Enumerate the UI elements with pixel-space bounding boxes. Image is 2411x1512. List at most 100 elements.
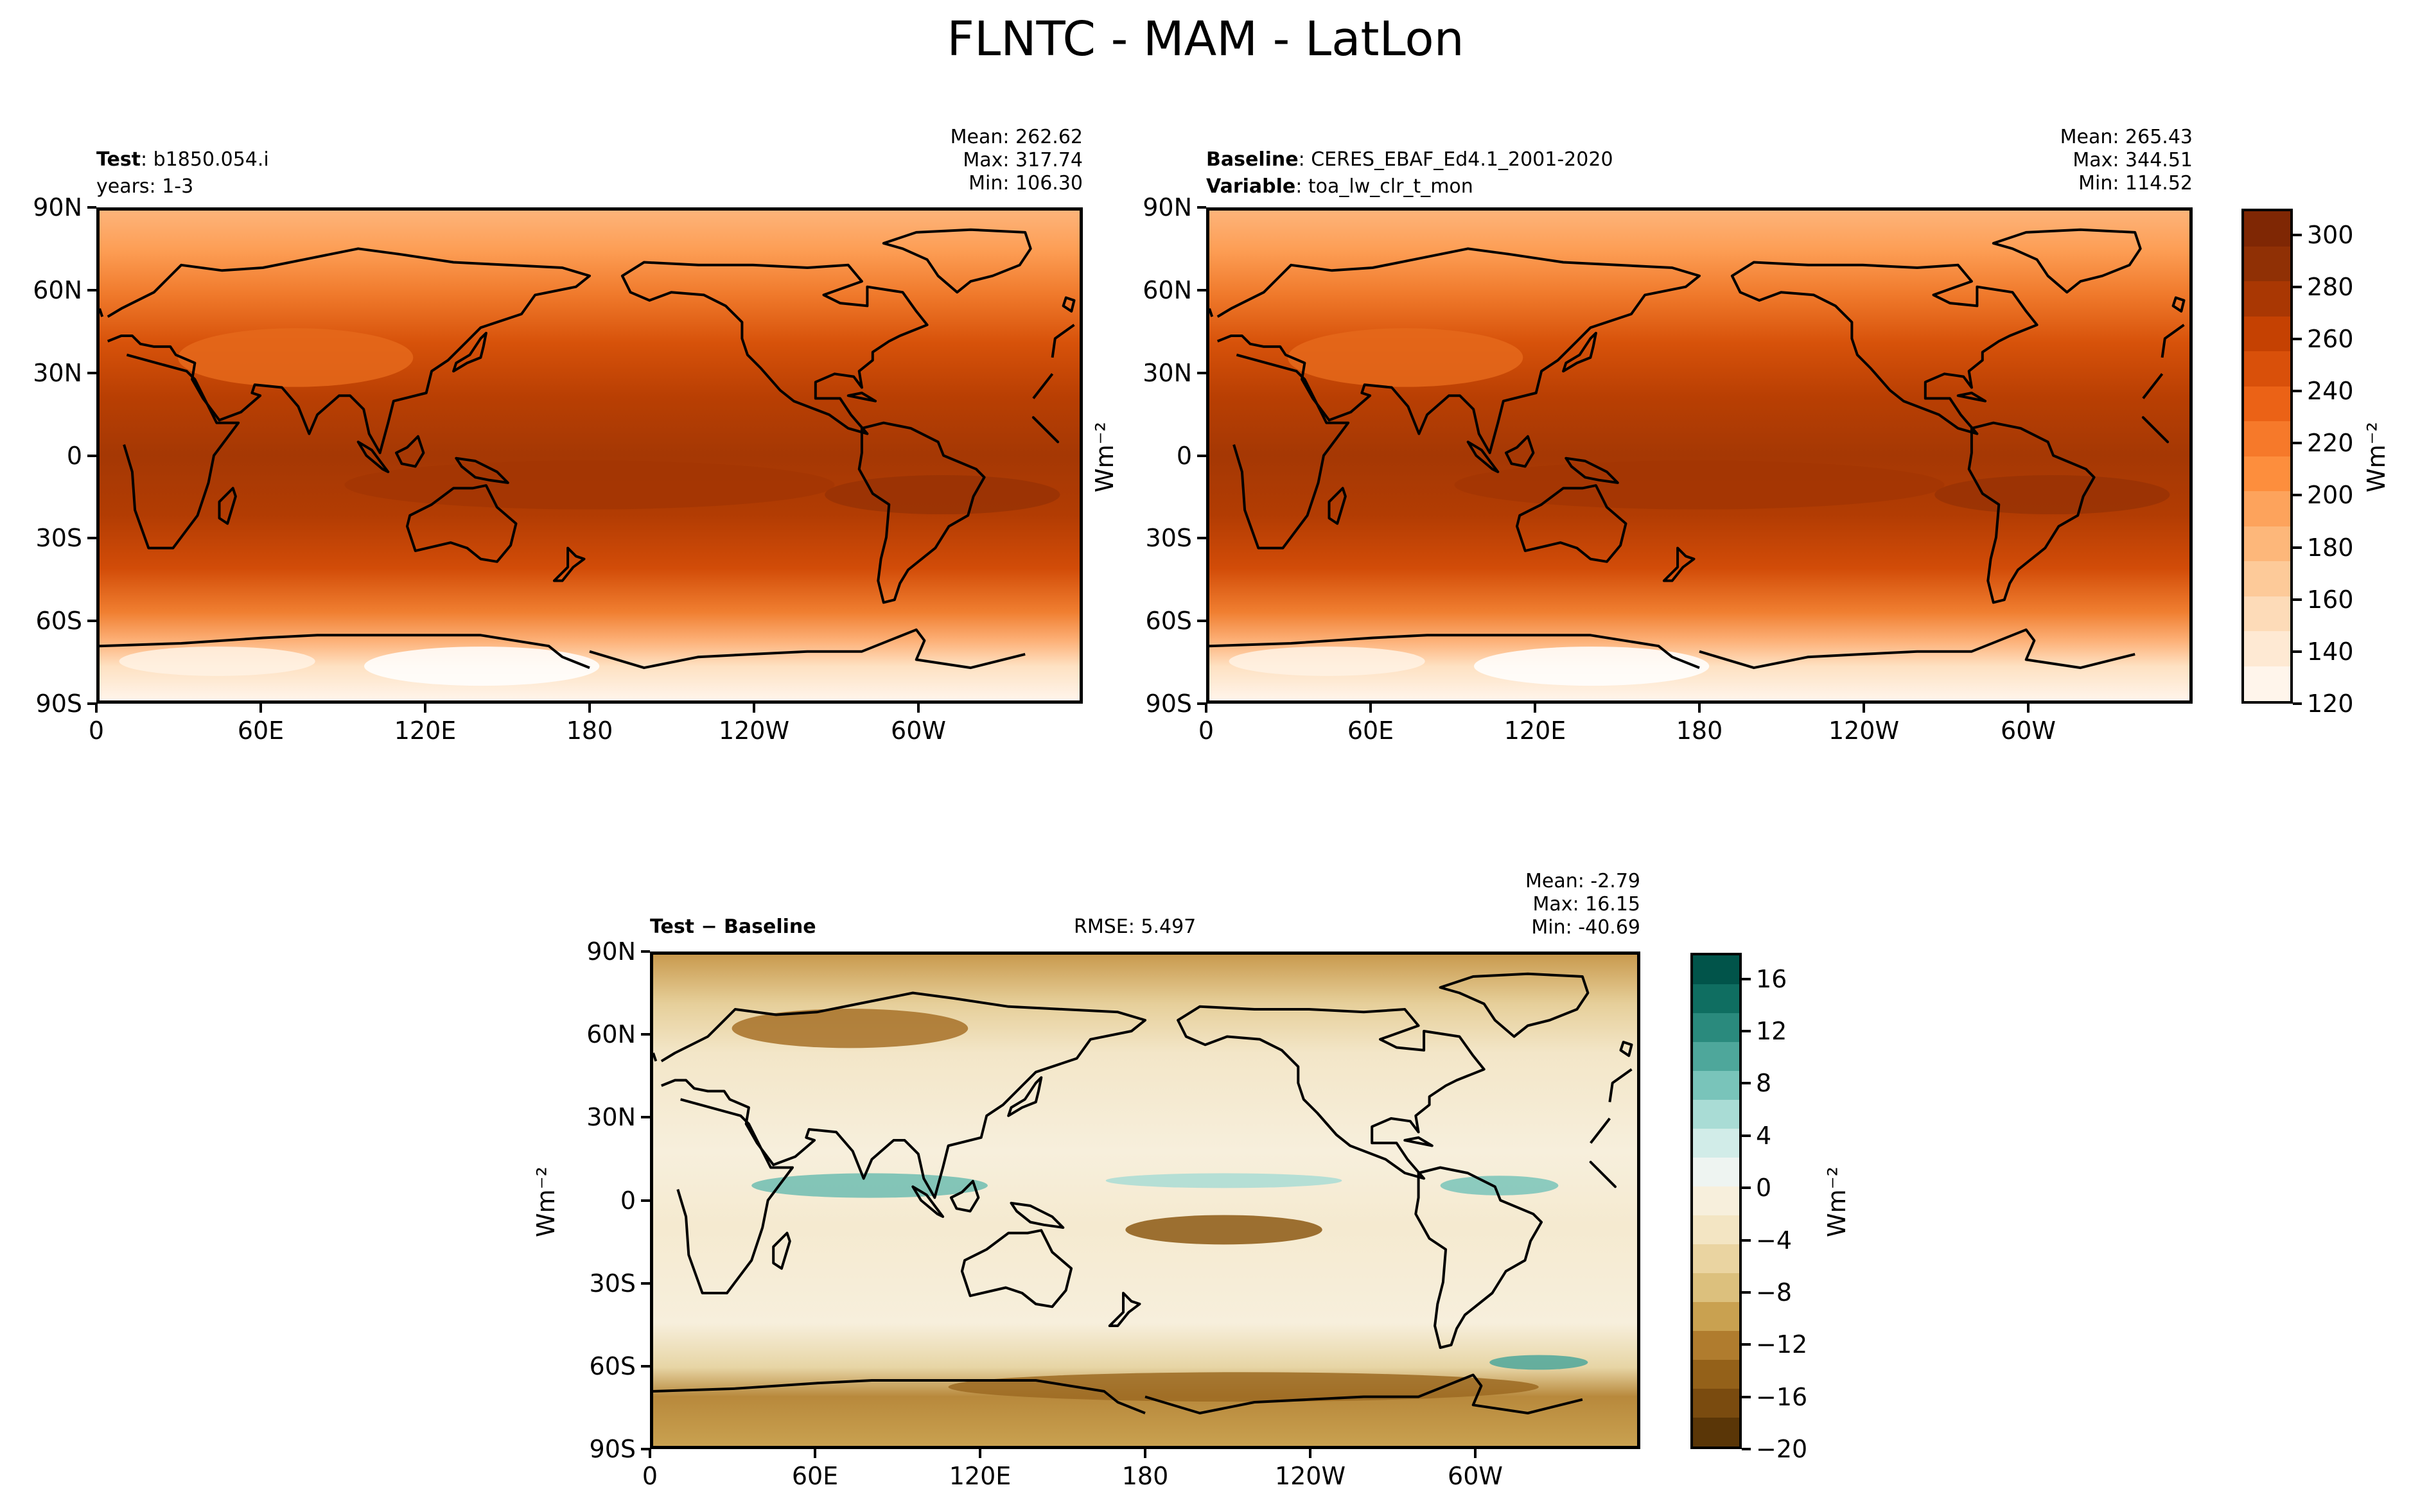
colorbar-level: [1693, 1417, 1739, 1447]
field-feature: [1440, 1176, 1559, 1195]
colorbar-tick-label: −20: [1756, 1435, 1808, 1463]
lat-tick-mark: [87, 537, 96, 540]
field-feature: [178, 328, 414, 387]
colorbar-tick-mark: [1742, 977, 1751, 980]
colorbar-level: [2244, 385, 2290, 421]
lat-tick-label: 90N: [586, 937, 636, 966]
lon-tick-mark: [814, 1449, 816, 1458]
field-feature: [344, 460, 835, 510]
lon-tick-label: 120E: [949, 1462, 1012, 1490]
coastline-cuba: [1403, 1136, 1433, 1147]
colorbar-level: [1693, 1388, 1739, 1418]
colorbar-level: [1693, 955, 1739, 984]
panel-diff-rmse: RMSE: 5.497: [1074, 916, 1197, 938]
coastline-north-america: [620, 261, 929, 435]
lat-tick-mark: [641, 1364, 650, 1368]
lon-tick-label: 60E: [1347, 717, 1394, 745]
coastline-sumatra: [356, 440, 390, 473]
colorbar-tick-mark: [1742, 1082, 1751, 1085]
lat-tick-mark: [641, 1199, 650, 1202]
coastline-madagascar: [218, 487, 237, 525]
colorbar-tick-mark: [1742, 1290, 1751, 1294]
colorbar-difference: [1690, 953, 1742, 1449]
coastline-cuba: [1956, 392, 1987, 403]
field-feature: [1125, 1215, 1322, 1245]
coastline-north-america: [1730, 261, 2038, 435]
stat-max: Max: 317.74: [963, 149, 1083, 171]
lon-tick-mark: [979, 1449, 981, 1458]
coastline-antarctica: [1209, 628, 2135, 670]
lat-tick-mark: [641, 1282, 650, 1285]
colorbar-tick-mark: [2293, 598, 2302, 601]
field-feature: [732, 1009, 969, 1048]
panel-baseline-stats: Mean: 265.43 Max: 344.51 Min: 114.52: [2060, 126, 2193, 195]
lon-tick-label: 60E: [237, 717, 285, 745]
lat-tick-mark: [87, 702, 96, 705]
lat-tick-label: 90S: [35, 690, 82, 718]
colorbar-level: [2244, 595, 2290, 631]
colorbar-tick-label: 4: [1756, 1121, 1772, 1150]
lat-tick-mark: [1197, 702, 1206, 705]
lat-tick-mark: [641, 1116, 650, 1119]
lat-tick-label: 90N: [1143, 193, 1192, 222]
lon-tick-mark: [95, 704, 98, 713]
coastline-newguinea: [455, 456, 509, 484]
colorbar-level: [2244, 315, 2290, 351]
panel-test-header-line-2: years: 1-3: [96, 175, 194, 198]
field-feature: [1229, 647, 1425, 676]
coastline-japan: [1007, 1076, 1043, 1117]
colorbar-tick-mark: [2293, 337, 2302, 340]
lon-tick-label: 120E: [394, 717, 457, 745]
lon-tick-mark: [1863, 704, 1865, 713]
colorbar-top: [2241, 209, 2293, 704]
colorbar-tick-mark: [1742, 1030, 1751, 1033]
colorbar-tick-mark: [1742, 1343, 1751, 1346]
colorbar-tick-mark: [2293, 494, 2302, 497]
lat-tick-label: 30N: [33, 358, 82, 387]
coastline-australia: [1516, 484, 1627, 563]
colorbar-tick-label: −16: [1756, 1382, 1808, 1411]
lat-tick-label: 0: [620, 1186, 636, 1215]
stat-mean: Mean: 265.43: [2060, 126, 2193, 148]
colorbar-level: [2244, 630, 2290, 666]
colorbar-level: [2244, 245, 2290, 281]
colorbar-tick-label: −12: [1756, 1330, 1808, 1359]
stat-max: Max: 344.51: [2073, 149, 2193, 171]
colorbar-level: [2244, 665, 2290, 701]
lat-tick-mark: [1197, 454, 1206, 457]
lat-tick-label: 30N: [1143, 358, 1192, 387]
lat-tick-mark: [1197, 537, 1206, 540]
colorbar-tick-mark: [1742, 1186, 1751, 1190]
colorbar-level: [2244, 281, 2290, 317]
lon-tick-label: 180: [566, 717, 613, 745]
lon-tick-label: 120W: [718, 717, 790, 745]
lat-tick-label: 60N: [33, 275, 82, 304]
colorbar-tick-mark: [2293, 650, 2302, 653]
coastline-australia: [960, 1229, 1073, 1308]
lat-tick-label: 0: [66, 441, 82, 470]
colorbar-level: [2244, 491, 2290, 526]
colorbar-tick-mark: [2293, 702, 2302, 705]
lat-tick-label: 60S: [35, 607, 82, 636]
map-baseline: [1206, 207, 2193, 704]
lon-tick-mark: [1369, 704, 1372, 713]
stat-min: Min: 106.30: [969, 172, 1083, 195]
colorbar-level: [2244, 351, 2290, 387]
lat-tick-mark: [1197, 620, 1206, 623]
coastline-uk: [1209, 296, 2186, 317]
colorbar-tick-label: 200: [2307, 481, 2354, 510]
coastline-africa: [1232, 353, 2170, 550]
colorbar-level: [1693, 1301, 1739, 1331]
coastline-uk: [100, 296, 1076, 317]
colorbar-level: [1693, 1128, 1739, 1158]
lon-tick-label: 180: [1676, 717, 1723, 745]
lon-tick-mark: [649, 1449, 651, 1458]
stat-max: Max: 16.15: [1532, 893, 1640, 916]
coastline-newguinea: [1010, 1201, 1065, 1229]
lat-tick-label: 0: [1176, 441, 1192, 470]
stat-mean: Mean: -2.79: [1525, 870, 1640, 892]
coastline-south-america: [857, 421, 986, 604]
coastline-australia: [406, 484, 518, 563]
ylabel-difference-units: Wm⁻²: [532, 1167, 560, 1237]
lon-tick-mark: [1309, 1449, 1311, 1458]
